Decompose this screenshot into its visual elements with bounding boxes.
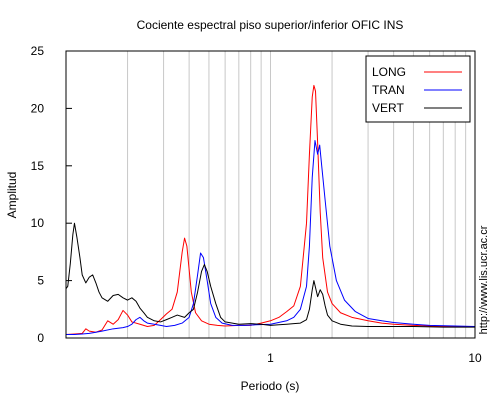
y-axis-label: Amplitud bbox=[5, 172, 19, 219]
y-tick-label: 15 bbox=[31, 159, 45, 173]
y-tick-label: 0 bbox=[37, 331, 44, 345]
plot-frame bbox=[65, 50, 476, 339]
legend-box bbox=[365, 55, 471, 123]
y-tick-label: 10 bbox=[31, 216, 45, 230]
series-line-tran bbox=[66, 140, 476, 336]
y-tick-label: 5 bbox=[37, 274, 44, 288]
series-layer bbox=[65, 84, 476, 336]
series-line-long bbox=[65, 84, 475, 336]
chart-title: Cociente espectral piso superior/inferio… bbox=[137, 18, 404, 32]
y-tick-label: 20 bbox=[31, 101, 45, 115]
ticks: 0 5 10 15 20 25 1 10 bbox=[31, 44, 482, 365]
y-tick-label: 25 bbox=[31, 44, 45, 58]
x-axis-label: Periodo (s) bbox=[241, 379, 300, 393]
legend: LONG TRAN VERT bbox=[365, 55, 471, 123]
x-tick-label: 10 bbox=[468, 351, 482, 365]
series-line-vert bbox=[65, 222, 475, 328]
legend-label-long: LONG bbox=[372, 65, 406, 79]
legend-label-tran: TRAN bbox=[372, 83, 405, 97]
x-tick-label: 1 bbox=[267, 351, 274, 365]
legend-label-vert: VERT bbox=[372, 101, 404, 115]
source-url-note: http://www.lis.ucr.ac.cr bbox=[478, 225, 490, 334]
